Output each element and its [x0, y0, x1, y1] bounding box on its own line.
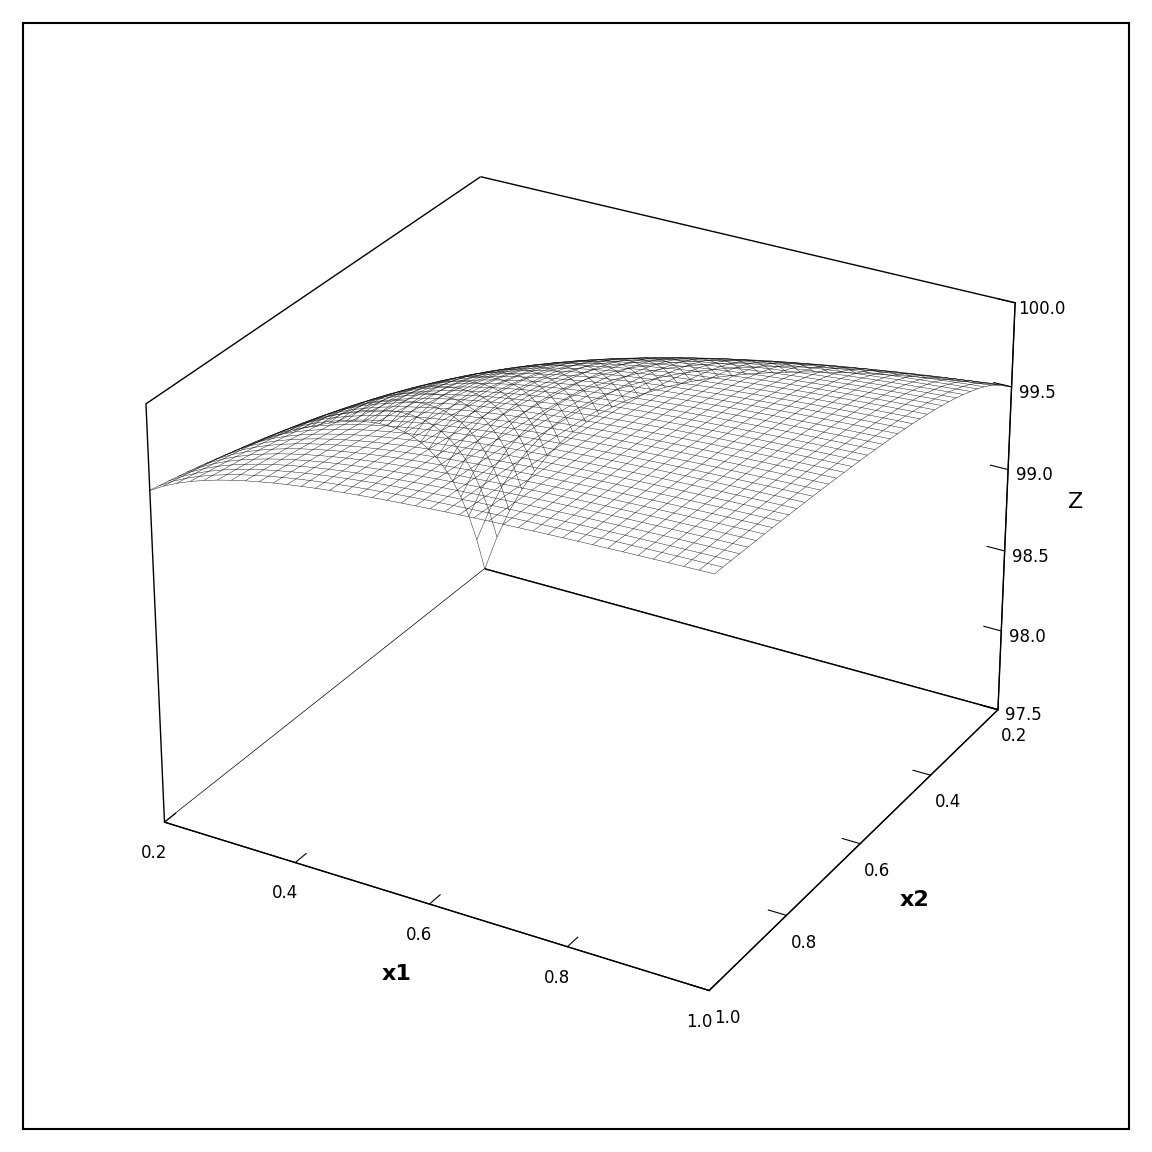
Y-axis label: x2: x2 — [900, 889, 930, 910]
X-axis label: x1: x1 — [382, 964, 411, 984]
